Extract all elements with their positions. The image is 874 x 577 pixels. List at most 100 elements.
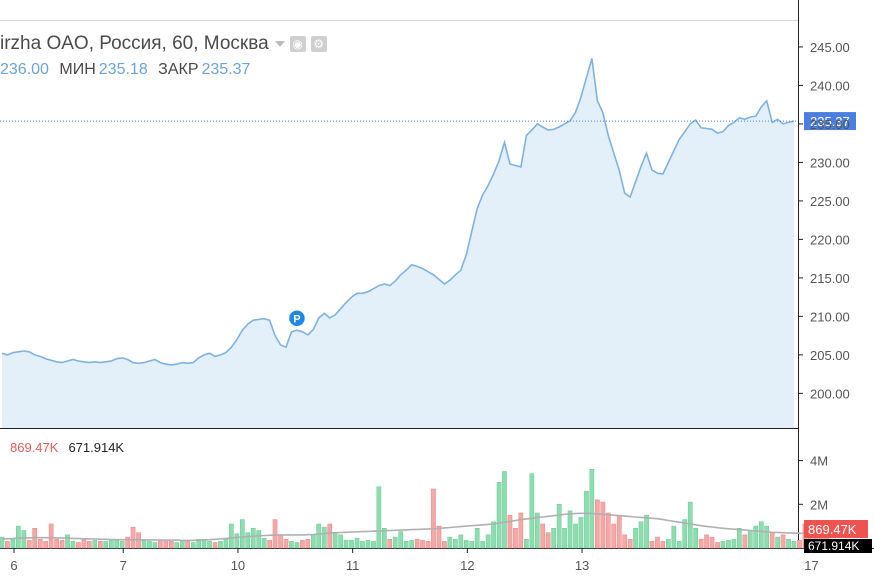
volume-bar[interactable] — [278, 534, 283, 549]
volume-bar[interactable] — [0, 536, 5, 549]
eye-icon[interactable]: ◉ — [289, 35, 306, 52]
volume-bar[interactable] — [37, 538, 43, 549]
volume-bar[interactable] — [360, 541, 365, 549]
volume-bar[interactable] — [786, 538, 791, 549]
volume-bar[interactable] — [616, 514, 622, 549]
volume-bar[interactable] — [310, 534, 316, 549]
volume-bar[interactable] — [518, 512, 524, 549]
volume-bar[interactable] — [59, 540, 65, 549]
volume-bar[interactable] — [420, 540, 425, 549]
volume-bar[interactable] — [534, 512, 540, 549]
volume-bar[interactable] — [332, 532, 338, 549]
volume-bar[interactable] — [272, 519, 278, 549]
volume-bar[interactable] — [431, 488, 436, 549]
volume-bar[interactable] — [458, 534, 464, 549]
volume-bar[interactable] — [392, 536, 398, 549]
volume-bar[interactable] — [261, 537, 267, 549]
volume-bar[interactable] — [638, 521, 644, 549]
volume-bar[interactable] — [229, 523, 234, 549]
volume-bar[interactable] — [371, 541, 376, 549]
volume-bar[interactable] — [747, 530, 753, 549]
volume-bar[interactable] — [584, 490, 589, 549]
volume-bar[interactable] — [589, 468, 595, 549]
volume-bar[interactable] — [726, 540, 731, 549]
volume-bar[interactable] — [190, 542, 196, 549]
volume-bar[interactable] — [627, 538, 633, 549]
volume-bar[interactable] — [562, 527, 567, 549]
volume-bar[interactable] — [474, 527, 480, 549]
volume-bar[interactable] — [300, 540, 305, 549]
volume-bar[interactable] — [185, 541, 191, 549]
volume-bar[interactable] — [403, 541, 409, 549]
volume-bar[interactable] — [704, 534, 709, 549]
volume-bar[interactable] — [797, 540, 802, 549]
volume-bar[interactable] — [338, 534, 344, 549]
volume-bar[interactable] — [551, 527, 556, 549]
volume-bar[interactable] — [682, 519, 688, 549]
volume-bar[interactable] — [5, 541, 10, 549]
volume-bar[interactable] — [731, 538, 737, 549]
volume-bar[interactable] — [267, 540, 273, 549]
volume-bar[interactable] — [10, 537, 16, 549]
volume-bar[interactable] — [289, 541, 294, 549]
volume-bar[interactable] — [758, 521, 764, 549]
volume-bar[interactable] — [212, 542, 218, 549]
volume-bar[interactable] — [545, 532, 551, 549]
volume-bar[interactable] — [611, 523, 617, 549]
volume-bar[interactable] — [387, 538, 393, 549]
volume-bar[interactable] — [693, 527, 698, 549]
volume-bar[interactable] — [103, 541, 109, 549]
volume-bar[interactable] — [414, 538, 420, 549]
volume-bar[interactable] — [141, 540, 147, 549]
volume-bar[interactable] — [764, 525, 769, 549]
volume-bar[interactable] — [294, 542, 300, 549]
volume-bar[interactable] — [452, 538, 458, 549]
volume-bar[interactable] — [179, 540, 185, 549]
volume-bar[interactable] — [780, 534, 786, 549]
volume-bar[interactable] — [715, 542, 720, 549]
volume-bar[interactable] — [163, 541, 169, 549]
volume-bar[interactable] — [223, 538, 229, 549]
volume-bar[interactable] — [147, 541, 152, 549]
volume-bar[interactable] — [463, 540, 469, 549]
volume-bar[interactable] — [660, 541, 666, 549]
volume-bar[interactable] — [791, 541, 797, 549]
volume-bar[interactable] — [43, 541, 48, 549]
volume-bar[interactable] — [720, 541, 726, 549]
volume-bar[interactable] — [218, 541, 223, 549]
volume-bar[interactable] — [240, 519, 245, 549]
volume-bar[interactable] — [425, 541, 431, 549]
volume-bar[interactable] — [523, 538, 529, 549]
volume-bar[interactable] — [687, 501, 693, 549]
volume-bar[interactable] — [496, 482, 502, 549]
volume-bar[interactable] — [605, 512, 611, 549]
volume-bar[interactable] — [376, 486, 382, 549]
volume-bar[interactable] — [152, 542, 158, 549]
volume-bar[interactable] — [245, 532, 251, 549]
volume-bar[interactable] — [305, 538, 311, 549]
volume-bar[interactable] — [234, 533, 240, 549]
volume-bar[interactable] — [398, 531, 404, 549]
volume-bar[interactable] — [698, 538, 704, 549]
volume-bar[interactable] — [709, 536, 715, 549]
volume-bar[interactable] — [381, 527, 387, 549]
volume-ma-line[interactable] — [2, 512, 811, 542]
volume-bar[interactable] — [753, 525, 759, 549]
volume-bar[interactable] — [442, 541, 447, 549]
volume-bar[interactable] — [174, 542, 180, 549]
volume-bar[interactable] — [54, 538, 59, 549]
volume-bar[interactable] — [327, 523, 333, 549]
volume-bar[interactable] — [567, 510, 573, 549]
volume-bar[interactable] — [316, 523, 322, 549]
dividend-marker-icon[interactable]: P — [287, 308, 307, 328]
volume-bar[interactable] — [125, 536, 130, 549]
volume-bar[interactable] — [540, 523, 546, 549]
volume-bar[interactable] — [92, 540, 98, 549]
volume-bar[interactable] — [76, 542, 81, 549]
volume-bar[interactable] — [98, 541, 103, 549]
volume-bar[interactable] — [742, 534, 748, 549]
volume-bar[interactable] — [15, 525, 21, 549]
volume-bar[interactable] — [87, 541, 92, 549]
volume-bar[interactable] — [633, 527, 638, 549]
